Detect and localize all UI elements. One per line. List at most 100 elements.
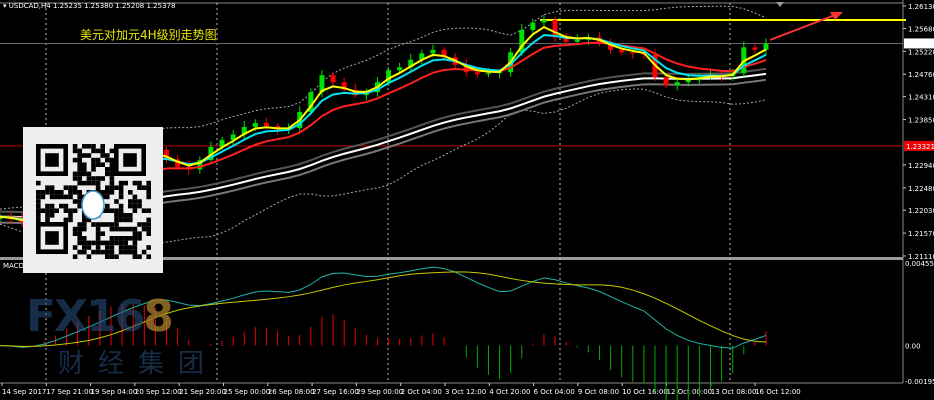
bull-candle [319, 75, 325, 93]
qr-module [72, 208, 78, 213]
qr-module [123, 236, 128, 241]
qr-module [105, 203, 110, 209]
bear-candle [752, 47, 758, 50]
bear-candle [263, 123, 269, 127]
qr-module [123, 249, 128, 255]
qr-module [45, 190, 50, 195]
qr-module [49, 208, 55, 213]
qr-module [100, 148, 105, 154]
qr-module [95, 236, 101, 241]
qr-module [100, 162, 105, 167]
qr-module [132, 231, 138, 236]
qr-module [95, 222, 101, 227]
qr-module [68, 217, 73, 223]
qr-module [114, 254, 119, 259]
time-tick-label: 6 Oct 04:00 [534, 388, 575, 396]
qr-module [68, 208, 73, 213]
qr-module [100, 231, 105, 236]
qr-module [72, 144, 78, 149]
bull-candle [574, 39, 580, 42]
qr-module [141, 208, 147, 213]
qr-module [137, 222, 142, 227]
qr-module [95, 231, 101, 236]
qr-module [118, 249, 124, 255]
qr-module [132, 194, 138, 200]
qr-module [59, 190, 64, 195]
qr-module [118, 208, 124, 213]
qr-module [40, 208, 46, 213]
qr-module [105, 240, 110, 246]
qr-module [82, 153, 87, 158]
qr-module [105, 254, 110, 259]
time-tick-label: 14 Sep 2017 [2, 388, 46, 396]
qr-module [109, 208, 115, 213]
qr-module [77, 226, 82, 232]
qr-module [128, 190, 133, 195]
time-tick-label: 10 Oct 16:00 [622, 388, 668, 396]
qr-module [45, 203, 50, 209]
qr-module [72, 254, 78, 259]
bull-candle [419, 53, 425, 60]
qr-module [72, 171, 78, 177]
qr-module [141, 222, 147, 227]
qr-module [128, 249, 133, 255]
bear-candle [175, 159, 181, 167]
qr-module [82, 240, 87, 246]
qr-module [128, 236, 133, 241]
bear-candle [474, 72, 480, 75]
qr-module [132, 203, 138, 209]
qr-module [109, 185, 115, 190]
qr-module [105, 208, 110, 213]
macd-label: MACD [3, 262, 24, 270]
qr-module [91, 148, 96, 154]
qr-module [36, 208, 41, 213]
qr-module [63, 194, 69, 200]
qr-module [68, 213, 73, 218]
qr-module [95, 162, 101, 167]
macd-main-line [0, 266, 767, 349]
bull-candle [0, 216, 3, 220]
bull-candle [386, 70, 392, 83]
qr-module [91, 167, 96, 172]
qr-module [82, 213, 87, 218]
bear-candle [463, 64, 469, 73]
qr-module [91, 144, 96, 149]
qr-module [72, 190, 78, 195]
qr-module [77, 167, 82, 172]
time-tick-label: 12 Oct 00:00 [667, 388, 713, 396]
qr-module [49, 203, 55, 209]
qr-module [72, 157, 78, 163]
qr-module [63, 185, 69, 190]
macd-tick-label: 0.00 [905, 343, 921, 351]
qr-module [109, 249, 115, 255]
qr-module [95, 226, 101, 232]
qr-module [77, 203, 82, 209]
qr-module [109, 240, 115, 246]
qr-module [141, 226, 147, 232]
price-tick-label: 1.22940 [908, 162, 934, 170]
qr-module [77, 153, 82, 158]
qr-module [123, 240, 128, 246]
qr-module [49, 185, 55, 190]
qr-module [49, 213, 55, 218]
qr-module [146, 245, 151, 250]
current-price-label: 1.25378 [906, 40, 934, 48]
qr-module [105, 249, 110, 255]
bear-candle [164, 149, 170, 160]
qr-module [123, 213, 128, 218]
qr-module [72, 245, 78, 250]
qr-module [91, 222, 96, 227]
qr-module [114, 240, 119, 246]
bull-candle [397, 67, 403, 71]
qr-module [105, 222, 110, 227]
qr-module [109, 167, 115, 172]
time-tick-label: 27 Sep 16:00 [312, 388, 359, 396]
qr-module [72, 226, 78, 232]
qr-module [128, 226, 133, 232]
panel-separator [0, 257, 903, 260]
chart-header: ▾ USDCAD,H4 1.25235 1.25380 1.25208 1.25… [3, 2, 176, 10]
qr-module [114, 199, 119, 204]
qr-module [123, 226, 128, 232]
qr-module [77, 157, 82, 163]
qr-module [82, 236, 87, 241]
